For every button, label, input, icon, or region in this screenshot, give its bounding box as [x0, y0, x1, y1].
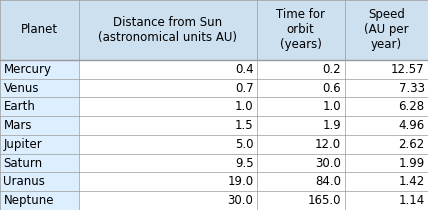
Text: 9.5: 9.5 [235, 157, 253, 170]
Text: 1.0: 1.0 [322, 100, 341, 113]
Bar [0, 154, 79, 172]
Text: 1.42: 1.42 [398, 175, 425, 188]
Text: 2.62: 2.62 [398, 138, 425, 151]
Text: 5.0: 5.0 [235, 138, 253, 151]
Text: 165.0: 165.0 [308, 194, 341, 207]
Bar [257, 97, 345, 116]
Bar [0, 0, 79, 60]
Bar [345, 116, 428, 135]
Text: Distance from Sun
(astronomical units AU): Distance from Sun (astronomical units AU… [98, 16, 238, 44]
Bar [257, 79, 345, 97]
Text: Speed
(AU per
year): Speed (AU per year) [364, 8, 409, 51]
Bar [79, 191, 257, 210]
Text: Mars: Mars [3, 119, 32, 132]
Bar [79, 154, 257, 172]
Bar [79, 172, 257, 191]
Bar [0, 172, 79, 191]
Text: 4.96: 4.96 [398, 119, 425, 132]
Bar [257, 0, 345, 60]
Text: 7.33: 7.33 [398, 81, 425, 94]
Text: Venus: Venus [3, 81, 39, 94]
Bar [0, 60, 79, 79]
Text: 0.6: 0.6 [322, 81, 341, 94]
Bar [0, 191, 79, 210]
Text: Planet: Planet [21, 24, 58, 36]
Bar [345, 60, 428, 79]
Text: 12.0: 12.0 [315, 138, 341, 151]
Text: 30.0: 30.0 [228, 194, 253, 207]
Bar [257, 172, 345, 191]
Text: 0.7: 0.7 [235, 81, 253, 94]
Text: 1.0: 1.0 [235, 100, 253, 113]
Text: 19.0: 19.0 [227, 175, 253, 188]
Text: 84.0: 84.0 [315, 175, 341, 188]
Bar [345, 79, 428, 97]
Text: 1.14: 1.14 [398, 194, 425, 207]
Bar [79, 60, 257, 79]
Bar [257, 135, 345, 154]
Bar [257, 60, 345, 79]
Bar [0, 116, 79, 135]
Text: 12.57: 12.57 [391, 63, 425, 76]
Text: 1.99: 1.99 [398, 157, 425, 170]
Bar [345, 135, 428, 154]
Text: Uranus: Uranus [3, 175, 45, 188]
Bar [257, 116, 345, 135]
Text: Earth: Earth [3, 100, 35, 113]
Text: 30.0: 30.0 [315, 157, 341, 170]
Bar [79, 116, 257, 135]
Text: Mercury: Mercury [3, 63, 51, 76]
Text: Saturn: Saturn [3, 157, 42, 170]
Bar [79, 79, 257, 97]
Bar [79, 0, 257, 60]
Bar [0, 79, 79, 97]
Text: 1.9: 1.9 [322, 119, 341, 132]
Text: Neptune: Neptune [3, 194, 54, 207]
Bar [257, 154, 345, 172]
Bar [345, 154, 428, 172]
Bar [0, 135, 79, 154]
Bar [345, 0, 428, 60]
Text: 1.5: 1.5 [235, 119, 253, 132]
Bar [79, 135, 257, 154]
Bar [345, 172, 428, 191]
Bar [0, 97, 79, 116]
Text: 0.4: 0.4 [235, 63, 253, 76]
Text: Time for
orbit
(years): Time for orbit (years) [276, 8, 325, 51]
Text: 6.28: 6.28 [398, 100, 425, 113]
Text: Jupiter: Jupiter [3, 138, 42, 151]
Bar [257, 191, 345, 210]
Text: 0.2: 0.2 [322, 63, 341, 76]
Bar [79, 97, 257, 116]
Bar [345, 97, 428, 116]
Bar [345, 191, 428, 210]
